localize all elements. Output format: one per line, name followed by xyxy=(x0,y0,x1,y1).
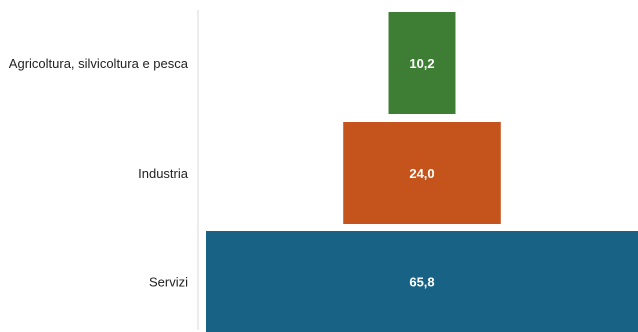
category-label-3: Servizi xyxy=(149,275,188,290)
bar-2 xyxy=(343,122,501,224)
category-label-1: Agricoltura, silvicoltura e pesca xyxy=(9,56,189,71)
bars-layer xyxy=(206,12,638,332)
category-label-2: Industria xyxy=(138,166,189,181)
value-label-1: 10,2 xyxy=(409,56,434,71)
bar-3 xyxy=(206,231,638,332)
bar-1 xyxy=(388,12,456,114)
value-label-3: 65,8 xyxy=(409,275,434,290)
value-label-2: 24,0 xyxy=(409,166,434,181)
labels-layer: 10,2 Agricoltura, silvicoltura e pesca 24,… xyxy=(9,56,435,290)
